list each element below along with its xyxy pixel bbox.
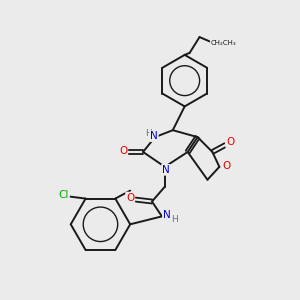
Text: CH₂CH₃: CH₂CH₃ (211, 40, 236, 46)
Text: O: O (222, 161, 230, 171)
Text: N: N (163, 210, 171, 220)
Text: O: O (126, 193, 134, 202)
Text: H: H (171, 215, 178, 224)
Text: Cl: Cl (58, 190, 69, 200)
Text: O: O (226, 137, 234, 147)
Text: H: H (145, 129, 152, 138)
Text: N: N (162, 165, 170, 175)
Text: O: O (119, 146, 128, 156)
Text: N: N (150, 131, 158, 141)
